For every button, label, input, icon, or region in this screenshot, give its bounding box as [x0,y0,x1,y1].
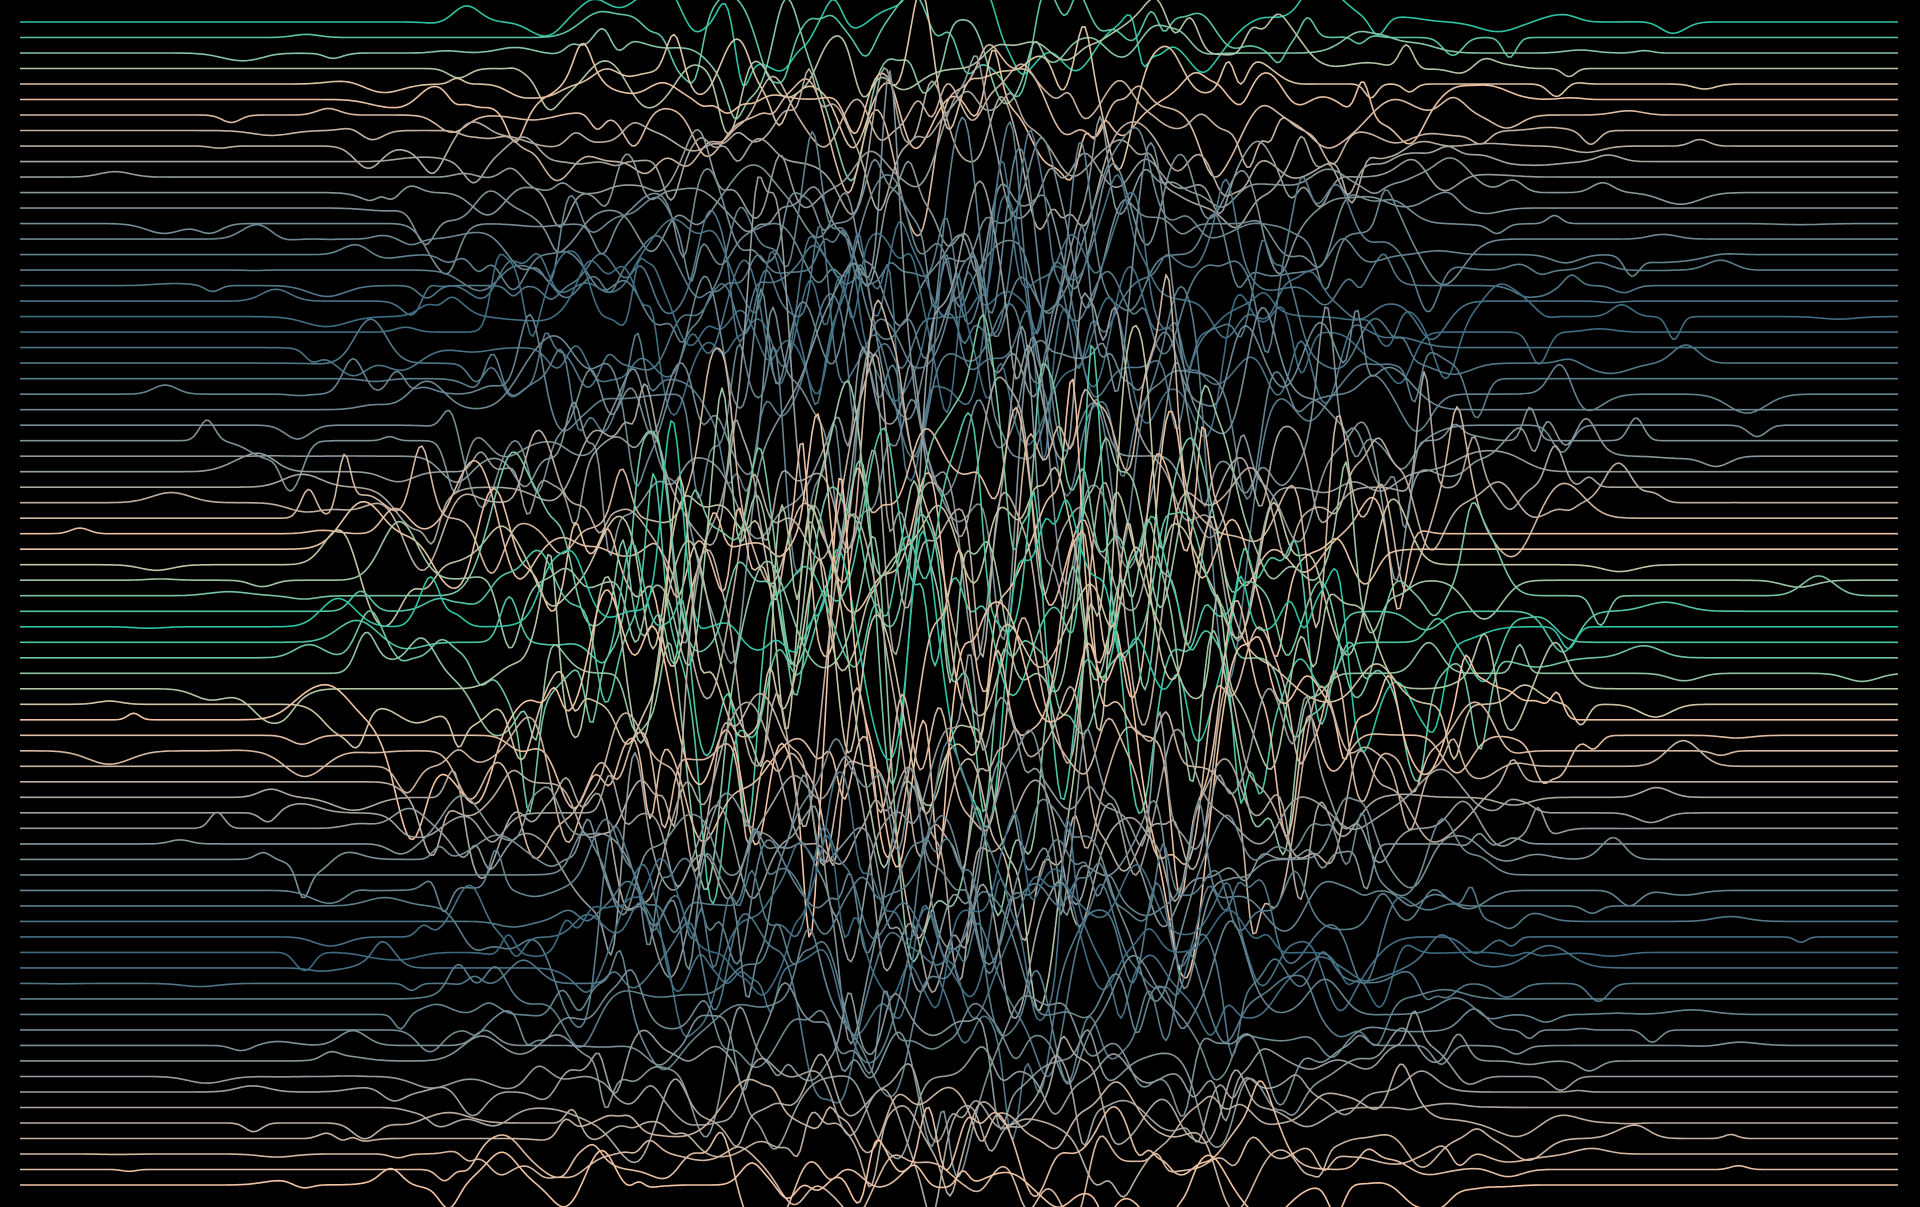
wave-line [20,883,1898,1104]
wave-line [20,1035,1898,1207]
wave-line [20,737,1898,1002]
wave-line [20,954,1898,1085]
wave-line [20,70,1898,665]
wave-line [20,1138,1898,1207]
wave-line [20,55,1898,228]
wave-line [20,1078,1898,1207]
wave-line [20,126,1898,313]
wave-line [20,313,1898,786]
wave-line [20,728,1898,1019]
wave-line [20,371,1898,656]
wave-line [20,741,1898,1028]
wave-line [20,344,1898,905]
wave-line [20,685,1898,941]
wave-line [20,430,1898,813]
wave-line [20,982,1898,1178]
wave-line [20,380,1898,693]
wave-line [20,115,1898,398]
wave-line [20,325,1898,661]
wave-line [20,477,1898,979]
wave-line [20,141,1898,554]
wave-line [20,406,1898,658]
wave-line [20,890,1898,1098]
wave-line [20,1052,1898,1147]
wave-line [20,153,1898,327]
wave-line [20,992,1898,1149]
wave-line [20,285,1898,682]
wave-line [20,43,1898,237]
wave-line [20,519,1899,963]
wave-line [20,0,1898,98]
wave-line [20,353,1898,764]
wave-line [20,274,1898,717]
wave-line [20,225,1898,458]
wave-line [20,176,1898,644]
wave-line [20,0,1898,171]
wave-line [20,837,1898,1084]
wave-line [20,729,1898,1045]
wave-line [20,0,1898,182]
wave-line [20,654,1898,963]
wave-line [20,0,1898,87]
wave-line [20,799,1898,975]
wave-line [20,232,1898,462]
wave-line [20,771,1898,1038]
wave-line [20,160,1898,482]
wave-line [20,121,1898,368]
wave-line [20,617,1898,866]
wave-line [20,0,1898,135]
wave-line [20,63,1898,182]
wave-line [20,68,1898,231]
wave-line [20,491,1898,1011]
wave-line [20,1063,1898,1198]
wave-line [20,1010,1898,1160]
wave-line [20,116,1898,360]
wave-line [20,817,1898,1037]
wave-line [20,1080,1898,1207]
wave-line [20,826,1898,1141]
wave-line [20,67,1898,229]
wave-line [20,412,1898,827]
wave-line [20,727,1898,993]
wave-line [20,476,1898,815]
wave-line [20,530,1898,899]
wave-line [20,1135,1898,1207]
wave-line [20,813,1898,1009]
wave-line [20,223,1898,487]
